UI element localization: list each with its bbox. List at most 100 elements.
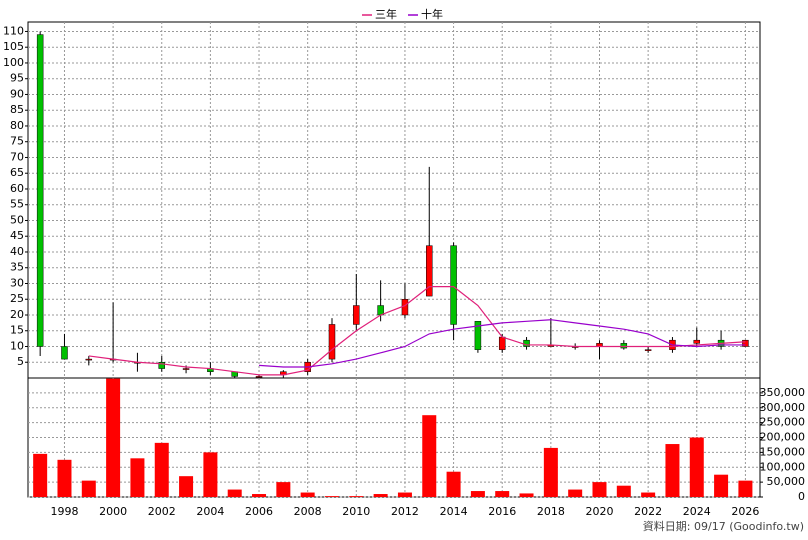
y-tick-label: 100 bbox=[3, 56, 24, 69]
y-tick-label: 50 bbox=[10, 213, 24, 226]
volume-bar bbox=[81, 480, 96, 497]
volume-bar bbox=[422, 415, 437, 497]
candle-body bbox=[401, 298, 409, 316]
candle-body bbox=[255, 376, 263, 378]
footer: 資料日期: 09/17 (Goodinfo.tw) bbox=[643, 519, 804, 533]
candle-body bbox=[36, 34, 44, 347]
candle-body bbox=[742, 339, 749, 347]
volume-bar bbox=[252, 494, 267, 497]
x-tick-label: 2004 bbox=[196, 505, 224, 518]
volume-bar bbox=[154, 442, 169, 497]
x-tick-label: 2024 bbox=[683, 505, 711, 518]
plot-frame bbox=[27, 21, 761, 498]
volume-bar bbox=[130, 458, 145, 497]
volume-bar bbox=[446, 471, 461, 497]
ma-line bbox=[258, 319, 746, 368]
volume-bar bbox=[203, 452, 218, 497]
y-tick-label: 10 bbox=[10, 339, 24, 352]
y-tick-label: 5 bbox=[17, 355, 24, 368]
volume-bar bbox=[568, 489, 583, 497]
volume-bar bbox=[714, 474, 729, 497]
y-tick-label: 150,000 bbox=[760, 445, 806, 458]
volume-bar bbox=[179, 476, 194, 497]
candle-body bbox=[85, 358, 93, 361]
y-tick-label: 80 bbox=[10, 119, 24, 132]
x-tick-label: 2006 bbox=[245, 505, 273, 518]
x-tick-label: 1998 bbox=[50, 505, 78, 518]
y-tick-label: 25 bbox=[10, 292, 24, 305]
candle-body bbox=[328, 324, 336, 360]
y-tick-label: 20 bbox=[10, 308, 24, 321]
y-tick-label: 350,000 bbox=[760, 386, 806, 399]
volume-bar bbox=[349, 496, 364, 497]
candle-body bbox=[158, 361, 166, 369]
x-tick-label: 2026 bbox=[731, 505, 759, 518]
candle-body bbox=[498, 336, 506, 350]
y-tick-label: 30 bbox=[10, 276, 24, 289]
y-tick-label: 250,000 bbox=[760, 416, 806, 429]
x-tick-label: 2018 bbox=[537, 505, 565, 518]
candle-body bbox=[353, 305, 360, 325]
x-tick-label: 2016 bbox=[488, 505, 516, 518]
y-tick-label: 35 bbox=[10, 261, 24, 274]
x-tick-label: 2010 bbox=[342, 505, 370, 518]
candle-body bbox=[61, 346, 68, 360]
volume-bar bbox=[470, 491, 485, 497]
legend-label: 三年 bbox=[375, 7, 397, 21]
candle-body bbox=[693, 339, 701, 344]
volume-bar bbox=[373, 494, 388, 497]
y-tick-label: 70 bbox=[10, 150, 24, 163]
x-tick-label: 2022 bbox=[634, 505, 662, 518]
y-tick-label: 100,000 bbox=[760, 460, 806, 473]
y-tick-label: 75 bbox=[10, 135, 24, 148]
y-tick-label: 95 bbox=[10, 72, 24, 85]
y-tick-label: 105 bbox=[3, 40, 24, 53]
volume-bar bbox=[543, 447, 558, 497]
candle-body bbox=[450, 245, 457, 325]
y-tick-label: 60 bbox=[10, 182, 24, 195]
y-tick-label: 85 bbox=[10, 103, 24, 116]
volume-bar bbox=[641, 492, 656, 497]
x-tick-label: 2002 bbox=[148, 505, 176, 518]
volume-bar bbox=[300, 492, 315, 497]
volume-bar bbox=[592, 482, 607, 497]
volume-bar bbox=[519, 493, 534, 497]
x-tick-label: 2020 bbox=[585, 505, 613, 518]
volume-bar bbox=[57, 459, 72, 497]
candle-body bbox=[182, 368, 190, 370]
y-tick-label: 200,000 bbox=[760, 431, 806, 444]
ma-line bbox=[88, 286, 746, 376]
volume-bar bbox=[495, 491, 510, 497]
y-tick-label: 15 bbox=[10, 324, 24, 337]
x-tick-label: 2008 bbox=[294, 505, 322, 518]
volume-bar bbox=[397, 492, 412, 497]
volume-bar bbox=[106, 378, 121, 497]
volume-bar bbox=[227, 489, 242, 497]
volume-bar bbox=[738, 480, 753, 497]
y-tick-label: 45 bbox=[10, 229, 24, 242]
candle-body bbox=[620, 343, 628, 349]
y-tick-label: 65 bbox=[10, 166, 24, 179]
volume-bar bbox=[665, 444, 680, 497]
candle-body bbox=[474, 321, 482, 350]
volume-bar bbox=[33, 453, 48, 497]
y-tick-label: 110 bbox=[3, 24, 24, 37]
y-tick-label: 55 bbox=[10, 198, 24, 211]
candle-body bbox=[426, 245, 433, 297]
y-tick-label: 90 bbox=[10, 87, 24, 100]
y-tick-label: 0 bbox=[798, 490, 805, 503]
x-tick-label: 2000 bbox=[99, 505, 127, 518]
candle-body bbox=[644, 349, 652, 351]
volume-bar bbox=[276, 482, 291, 497]
legend-label: 十年 bbox=[421, 7, 443, 21]
volume-bar bbox=[324, 496, 339, 497]
candle-body bbox=[523, 339, 530, 347]
volume-bar bbox=[616, 485, 631, 497]
y-tick-label: 40 bbox=[10, 245, 24, 258]
x-tick-label: 2012 bbox=[391, 505, 419, 518]
y-tick-label: 50,000 bbox=[767, 475, 806, 488]
x-tick-label: 2014 bbox=[440, 505, 468, 518]
volume-bar bbox=[689, 437, 704, 497]
y-tick-label: 300,000 bbox=[760, 401, 806, 414]
